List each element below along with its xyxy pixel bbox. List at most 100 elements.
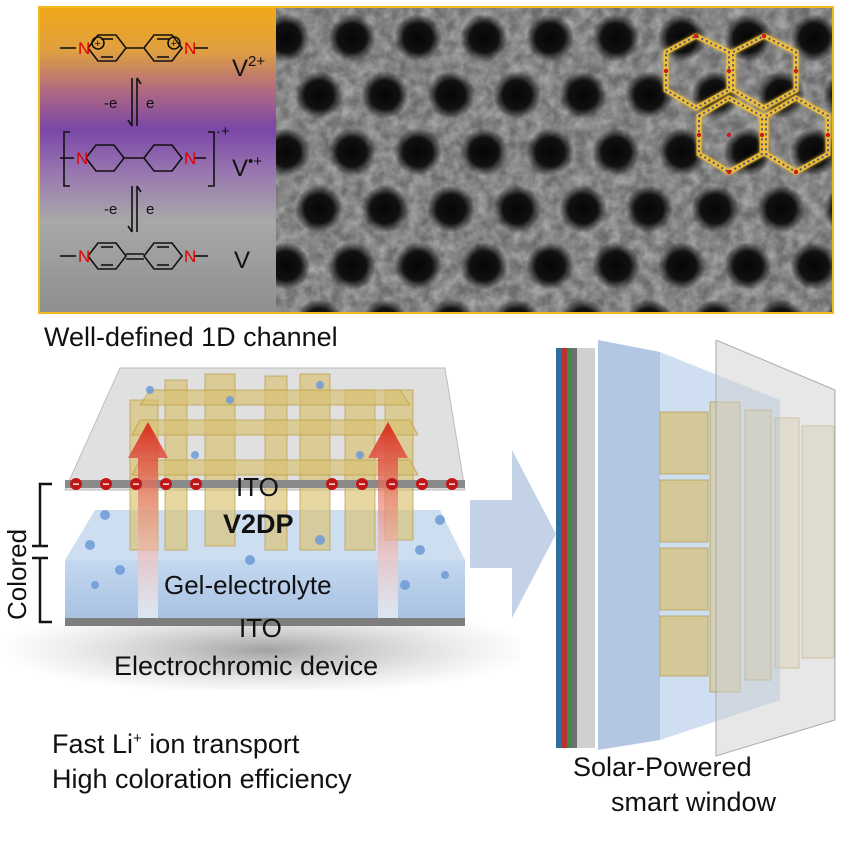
li-ions xyxy=(85,381,449,590)
pore xyxy=(276,128,310,176)
pore xyxy=(592,14,640,62)
n-atom: N xyxy=(184,39,196,58)
pore xyxy=(328,128,376,176)
feature-line-1: Fast Li+ ion transport xyxy=(52,729,300,759)
redox-label: -e xyxy=(104,95,117,112)
pore xyxy=(724,242,772,290)
state-label: V xyxy=(234,247,250,274)
pore xyxy=(790,128,832,176)
pore xyxy=(627,299,671,312)
pore xyxy=(493,71,541,119)
pore xyxy=(460,128,508,176)
pore xyxy=(592,242,640,290)
pore xyxy=(823,76,832,114)
pore xyxy=(429,299,473,312)
pore xyxy=(361,71,409,119)
stem-image xyxy=(276,8,832,312)
colored-label: Colored xyxy=(2,528,32,620)
pore xyxy=(394,242,442,290)
svg-text:−: − xyxy=(132,477,139,491)
svg-text:−: − xyxy=(162,477,169,491)
pore xyxy=(825,304,832,312)
electrochromic-device: − − − − − − − − − − xyxy=(0,367,520,690)
positive-charge: + xyxy=(95,38,101,50)
pore xyxy=(276,202,277,216)
pore xyxy=(757,185,805,233)
pore xyxy=(328,14,376,62)
state-sup: •+ xyxy=(248,153,262,170)
viologen-structures: N N N N N N + + ·+ -e e -e e V2+ V•+ V xyxy=(60,34,265,274)
pore xyxy=(559,71,607,119)
pore xyxy=(592,128,640,176)
n-atom: N xyxy=(184,149,196,168)
bottom-ito-label: ITO xyxy=(239,613,282,643)
top-panel: N N N N N N + + ·+ -e e -e e V2+ V•+ V xyxy=(38,6,834,314)
svg-text:−: − xyxy=(72,477,79,491)
gel-electrolyte-label: Gel-electrolyte xyxy=(164,570,332,600)
pore xyxy=(559,185,607,233)
pore xyxy=(561,299,605,312)
pore xyxy=(276,14,310,62)
svg-text:−: − xyxy=(388,477,395,491)
pore xyxy=(295,71,343,119)
v2dp-label: V2DP xyxy=(223,509,294,539)
pore xyxy=(790,242,832,290)
n-atom: N xyxy=(78,39,90,58)
pore xyxy=(460,242,508,290)
svg-text:−: − xyxy=(358,477,365,491)
svg-text:−: − xyxy=(192,477,199,491)
n-atom: N xyxy=(78,247,90,266)
svg-text:−: − xyxy=(328,477,335,491)
device-title: Electrochromic device xyxy=(114,651,379,681)
pore xyxy=(297,299,341,312)
pore-lattice xyxy=(276,14,832,312)
pore xyxy=(526,242,574,290)
svg-text:−: − xyxy=(448,477,455,491)
svg-text:V2+: V2+ xyxy=(232,53,265,82)
radical-charge: ·+ xyxy=(216,123,230,140)
pore xyxy=(790,14,832,62)
smart-window xyxy=(556,340,836,757)
pore xyxy=(658,128,706,176)
channel-caption: Well-defined 1D channel xyxy=(44,322,338,352)
positive-charge: + xyxy=(171,38,177,50)
pore xyxy=(363,299,407,312)
redox-label: e xyxy=(146,201,154,218)
state-label: V xyxy=(232,155,248,182)
pore xyxy=(658,242,706,290)
pore xyxy=(625,71,673,119)
pore xyxy=(493,185,541,233)
pore xyxy=(460,14,508,62)
pore xyxy=(295,185,343,233)
transition-arrow xyxy=(470,450,556,618)
top-ito-label: ITO xyxy=(236,472,279,502)
pore xyxy=(693,299,737,312)
svg-text:V•+: V•+ xyxy=(232,153,262,182)
redox-scheme-panel xyxy=(40,8,276,312)
pore xyxy=(394,14,442,62)
svg-text:−: − xyxy=(418,477,425,491)
redox-label: e xyxy=(146,95,154,112)
state-sup: 2+ xyxy=(248,53,265,70)
window-caption-line2: smart window xyxy=(611,787,777,817)
state-label: V xyxy=(232,55,248,82)
window-caption-line1: Solar-Powered xyxy=(573,752,752,782)
pore xyxy=(361,185,409,233)
n-atom: N xyxy=(184,247,196,266)
electrons: − − − − − − − − − − xyxy=(70,477,458,491)
pore xyxy=(328,242,376,290)
feature-line-2: High coloration efficiency xyxy=(52,764,352,794)
pore xyxy=(625,185,673,233)
n-atom: N xyxy=(76,149,88,168)
pore xyxy=(526,128,574,176)
pore xyxy=(526,14,574,62)
pore xyxy=(495,299,539,312)
pore xyxy=(394,128,442,176)
pore xyxy=(427,71,475,119)
pore xyxy=(691,185,739,233)
svg-text:−: − xyxy=(102,477,109,491)
pore xyxy=(276,88,277,102)
pore xyxy=(759,299,803,312)
pore xyxy=(276,242,310,290)
pore xyxy=(823,190,832,228)
